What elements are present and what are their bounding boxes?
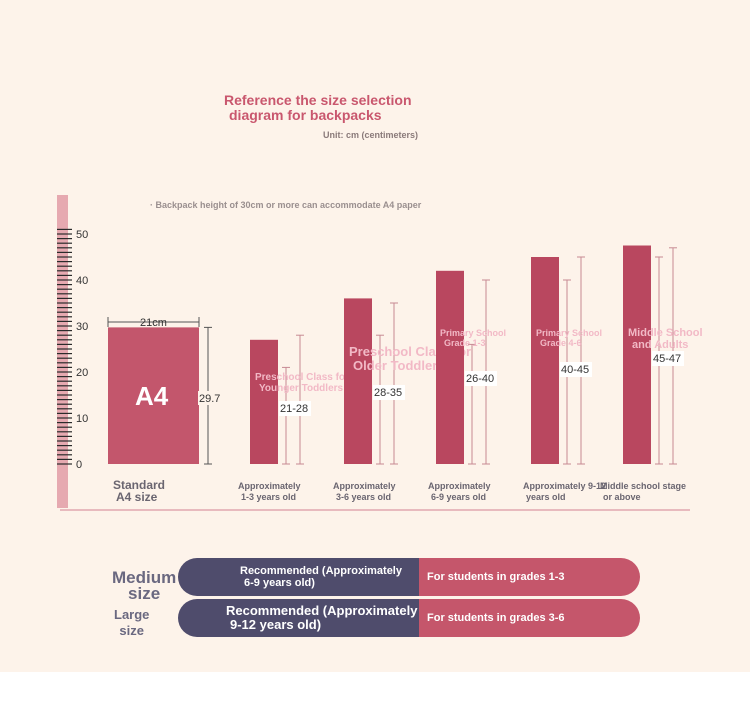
large-recommend-line-1: Recommended (Approximately — [226, 603, 418, 618]
bar-overlay-line-1: Preschool Class for — [255, 372, 349, 383]
category-label-line-2: A4 size — [116, 490, 158, 504]
large-recommend-right: For students in grades 3-6 — [419, 599, 640, 637]
category-label-line-1: Approximately — [238, 481, 301, 491]
bar-3 — [436, 270, 464, 464]
category-label-line-1: Middle school stage — [600, 481, 686, 491]
bar-0 — [108, 327, 199, 464]
range-label: 21-28 — [280, 403, 308, 415]
medium-recommend-line-2: 6-9 years old) — [244, 577, 315, 589]
y-tick-label: 50 — [76, 229, 88, 241]
large-size-label: Large size — [114, 607, 149, 639]
range-label-bg — [465, 371, 497, 386]
category-label-line-2: 6-9 years old — [431, 492, 486, 502]
bar-overlay-line-1: Primary School — [536, 328, 602, 338]
bar-overlay-line-1: Middle School — [628, 327, 703, 339]
bar-overlay-line-2: and Adults — [632, 339, 688, 351]
bar-overlay-line-1: Primary School — [440, 328, 506, 338]
bar-overlay-line-2: Grade 1-3 — [444, 338, 486, 348]
medium-size-line-1: Medium — [112, 568, 177, 587]
medium-recommend-right: For students in grades 1-3 — [419, 558, 640, 596]
bracket-label-bg — [198, 391, 224, 405]
range-label-bg — [279, 401, 311, 416]
y-tick-label: 20 — [76, 367, 88, 379]
height-bracket-label: 29.7 — [199, 393, 220, 405]
large-recommend-line-2: 9-12 years old) — [230, 617, 322, 632]
range-label-bg — [373, 385, 405, 400]
category-label-line-1: Approximately — [333, 481, 396, 491]
medium-size-label: Medium size — [112, 568, 177, 603]
medium-recommend-line-1: Recommended (Approximately — [240, 565, 402, 577]
category-label-line-2: years old — [526, 492, 566, 502]
bar-4 — [531, 257, 559, 464]
range-label: 40-45 — [561, 364, 589, 376]
range-label: 45-47 — [653, 353, 681, 365]
range-label-bg — [652, 351, 684, 366]
y-tick-label: 30 — [76, 321, 88, 333]
ruler-bar — [57, 195, 68, 508]
category-label-line-2: 3-6 years old — [336, 492, 391, 502]
large-recommend-pill: Recommended (Approximately 9-12 years ol… — [178, 599, 640, 637]
width-label: 21cm — [140, 317, 167, 329]
y-tick-label: 0 — [76, 459, 82, 471]
category-label-line-2: 1-3 years old — [241, 492, 296, 502]
category-label-line-2: or above — [603, 492, 641, 502]
y-tick-label: 40 — [76, 275, 88, 287]
category-label-line-1: Approximately 9-12 — [523, 481, 606, 491]
bar-overlay-line-2: Grade 4-6 — [540, 338, 582, 348]
title-line-1: Reference the size selection — [224, 92, 412, 108]
bar-overlay-line-2: Younger Toddlers — [259, 383, 344, 394]
unit-label: Unit: cm (centimeters) — [323, 130, 419, 140]
medium-size-line-2: size — [128, 584, 161, 603]
large-size-line-1: Large — [114, 607, 150, 622]
medium-recommend-left: Recommended (Approximately 6-9 years old… — [178, 558, 419, 596]
a4-note: · Backpack height of 30cm or more can ac… — [150, 200, 422, 210]
range-label: 26-40 — [466, 373, 494, 385]
y-tick-label: 10 — [76, 413, 88, 425]
a4-inner-label: A4 — [135, 381, 169, 411]
large-recommend-left: Recommended (Approximately 9-12 years ol… — [178, 599, 419, 637]
bar-1 — [250, 339, 278, 464]
bar-overlay-line-2: Older Toddlers — [353, 358, 445, 373]
title-line-2: diagram for backpacks — [229, 107, 382, 123]
large-size-line-2: size — [119, 623, 144, 638]
bar-2 — [344, 298, 372, 464]
category-label-line-1: Standard — [113, 478, 165, 492]
range-label-bg — [560, 362, 592, 377]
category-label-line-1: Approximately — [428, 481, 491, 491]
bar-5 — [623, 245, 651, 464]
page-title: Reference the size selection diagram for… — [224, 93, 412, 123]
medium-recommend-pill: Recommended (Approximately 6-9 years old… — [178, 558, 640, 596]
range-label: 28-35 — [374, 387, 402, 399]
